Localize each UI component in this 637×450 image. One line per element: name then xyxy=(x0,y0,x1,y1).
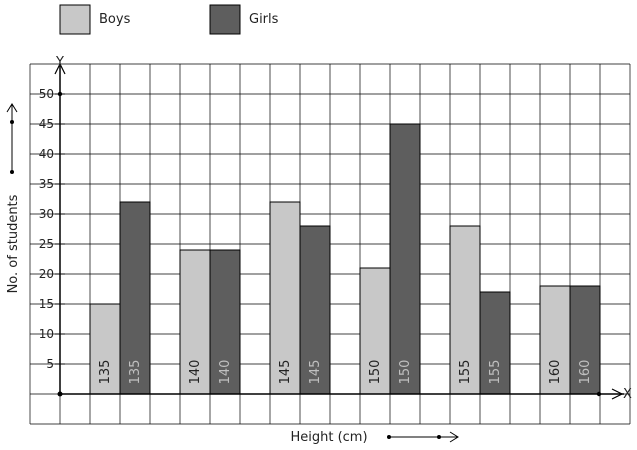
bar-label-girls-160: 160 xyxy=(578,360,593,385)
bar-label-boys-160: 160 xyxy=(548,360,563,385)
bar-label-girls-145: 145 xyxy=(308,360,323,385)
y-axis-title: No. of students xyxy=(6,194,21,293)
bar-boys-160 xyxy=(539,285,571,395)
x-axis-arrow-icon xyxy=(611,388,624,400)
y-axis-letter: Y xyxy=(55,55,64,70)
bar-girls-140 xyxy=(209,249,241,395)
y-tick-label: 50 xyxy=(39,87,54,101)
y-axis-arrow-icon xyxy=(54,62,66,75)
bar-girls-155 xyxy=(479,291,511,395)
bar-label-boys-145: 145 xyxy=(278,360,293,385)
legend-label-girls: Girls xyxy=(249,12,279,27)
x-axis-title-arrow-icon xyxy=(387,431,459,443)
bar-boys-155 xyxy=(449,225,481,395)
bar-label-boys-140: 140 xyxy=(188,360,203,385)
bar-girls-150 xyxy=(389,123,421,395)
x-axis-letter: X xyxy=(623,387,632,402)
legend: Boys Girls xyxy=(59,4,279,35)
y-axis-title-arrow-icon xyxy=(6,103,18,174)
bar-label-boys-150: 150 xyxy=(368,360,383,385)
bar-girls-145 xyxy=(299,225,331,395)
bar-label-girls-140: 140 xyxy=(218,360,233,385)
axes: X Y xyxy=(54,55,632,402)
bar-girls-135 xyxy=(119,201,151,395)
y-tick-label: 45 xyxy=(39,117,54,131)
bar-girls-160 xyxy=(569,285,601,395)
bar-label-girls-135: 135 xyxy=(128,360,143,385)
y-tick-label: 15 xyxy=(39,297,54,311)
y-tick-label: 20 xyxy=(39,267,54,281)
x-axis-title: Height (cm) xyxy=(290,430,367,445)
y-tick-label: 35 xyxy=(39,177,54,191)
y-tick-label: 25 xyxy=(39,237,54,251)
origin-dot xyxy=(57,391,63,397)
bars: 135 135 140 140 145 145 150 150 155 155 160 160 xyxy=(89,123,601,395)
bar-boys-145 xyxy=(269,201,301,395)
y-tick-label: 30 xyxy=(39,207,54,221)
legend-swatch-boys xyxy=(59,4,91,35)
x-axis-end-dot xyxy=(596,391,602,397)
bar-label-boys-155: 155 xyxy=(458,360,473,385)
y-tick-label: 40 xyxy=(39,147,54,161)
y-tick-label: 5 xyxy=(46,357,54,371)
bar-boys-135 xyxy=(89,303,121,395)
bar-label-girls-150: 150 xyxy=(398,360,413,385)
legend-swatch-girls xyxy=(209,4,241,35)
bar-label-girls-155: 155 xyxy=(488,360,503,385)
legend-label-boys: Boys xyxy=(99,12,131,27)
y-ticks: 5 10 15 20 25 30 35 40 45 50 xyxy=(39,87,65,371)
bar-label-boys-135: 135 xyxy=(98,360,113,385)
y-tick-label: 10 xyxy=(39,327,54,341)
